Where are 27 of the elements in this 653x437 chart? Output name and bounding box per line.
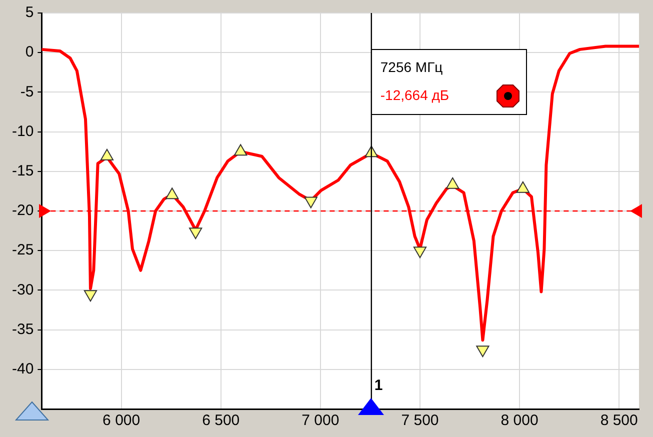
y-tick-label: -15 [12, 162, 34, 180]
y-tick-label: -25 [12, 242, 34, 259]
y-tick-label: -40 [12, 360, 34, 378]
y-tick-label: -35 [12, 320, 34, 338]
x-tick-label: 8 000 [500, 412, 538, 430]
y-tick-label: 0 [25, 44, 34, 61]
point [446, 177, 460, 189]
annotation: 1 [374, 377, 383, 394]
annotation: -12,664 дБ [380, 87, 450, 103]
point [234, 144, 248, 156]
readout-panel: 7256 МГц -12,664 дБ [371, 49, 528, 115]
point [84, 290, 98, 302]
x-tick-label: 7 500 [401, 412, 439, 430]
y-tick-label: -30 [12, 281, 34, 298]
point [166, 188, 179, 200]
annotation: 7256 МГц [380, 59, 443, 75]
x-tick-label: 6 000 [102, 412, 140, 430]
point [516, 181, 530, 193]
x-tick-label: 8 500 [600, 412, 638, 430]
x-tick-label: 7 000 [302, 412, 340, 430]
y-tick-label: -5 [20, 83, 34, 100]
y-tick-label: -10 [12, 122, 34, 140]
y-tick-label: -20 [12, 202, 34, 220]
x-tick-label: 6 500 [202, 412, 240, 430]
point [476, 346, 490, 358]
point [100, 148, 114, 160]
y-tick-label: 5 [25, 4, 34, 22]
